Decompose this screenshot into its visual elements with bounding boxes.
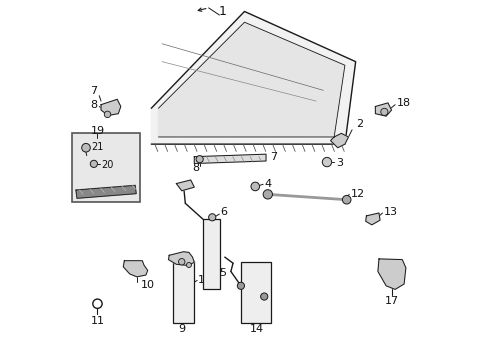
Text: 14: 14 bbox=[249, 324, 263, 334]
Polygon shape bbox=[330, 134, 348, 148]
Circle shape bbox=[342, 195, 350, 204]
Polygon shape bbox=[76, 185, 136, 198]
Polygon shape bbox=[194, 154, 265, 163]
Bar bbox=[203, 220, 220, 289]
Circle shape bbox=[90, 160, 97, 167]
Polygon shape bbox=[168, 252, 194, 265]
Polygon shape bbox=[101, 99, 121, 116]
Circle shape bbox=[250, 182, 259, 191]
Circle shape bbox=[380, 108, 387, 116]
Text: 7: 7 bbox=[90, 86, 97, 96]
Text: 3: 3 bbox=[335, 158, 342, 168]
Text: 2: 2 bbox=[355, 120, 362, 129]
Text: 12: 12 bbox=[350, 189, 364, 199]
Text: 7: 7 bbox=[269, 152, 276, 162]
Circle shape bbox=[178, 258, 184, 265]
Text: 6: 6 bbox=[220, 207, 227, 217]
Circle shape bbox=[322, 157, 331, 167]
Polygon shape bbox=[365, 213, 379, 225]
Circle shape bbox=[263, 190, 272, 199]
Bar bbox=[241, 262, 271, 323]
Circle shape bbox=[237, 282, 244, 289]
Text: 20: 20 bbox=[101, 159, 113, 170]
Circle shape bbox=[260, 293, 267, 300]
Circle shape bbox=[208, 214, 215, 221]
Text: 13: 13 bbox=[383, 207, 397, 217]
Polygon shape bbox=[151, 12, 355, 144]
Text: 9: 9 bbox=[178, 324, 185, 334]
Text: 15: 15 bbox=[244, 267, 258, 278]
Text: 17: 17 bbox=[384, 296, 398, 306]
Polygon shape bbox=[375, 103, 391, 116]
Text: 11: 11 bbox=[90, 316, 104, 325]
Text: 19: 19 bbox=[90, 126, 104, 135]
Text: 18: 18 bbox=[396, 98, 410, 108]
Text: 8: 8 bbox=[192, 163, 199, 173]
Text: 21: 21 bbox=[91, 142, 103, 152]
Text: 10: 10 bbox=[140, 280, 154, 290]
Polygon shape bbox=[377, 259, 405, 289]
Polygon shape bbox=[176, 180, 194, 191]
Text: 16: 16 bbox=[198, 275, 211, 285]
Polygon shape bbox=[123, 261, 147, 277]
Text: 1: 1 bbox=[219, 5, 226, 18]
Polygon shape bbox=[158, 22, 344, 137]
Circle shape bbox=[104, 111, 110, 118]
Text: 8: 8 bbox=[90, 100, 97, 110]
Text: 5: 5 bbox=[219, 268, 226, 278]
FancyBboxPatch shape bbox=[72, 134, 140, 202]
Circle shape bbox=[186, 262, 191, 267]
Circle shape bbox=[81, 143, 90, 152]
Circle shape bbox=[196, 156, 203, 163]
Bar bbox=[172, 261, 193, 323]
Text: 4: 4 bbox=[264, 179, 271, 189]
